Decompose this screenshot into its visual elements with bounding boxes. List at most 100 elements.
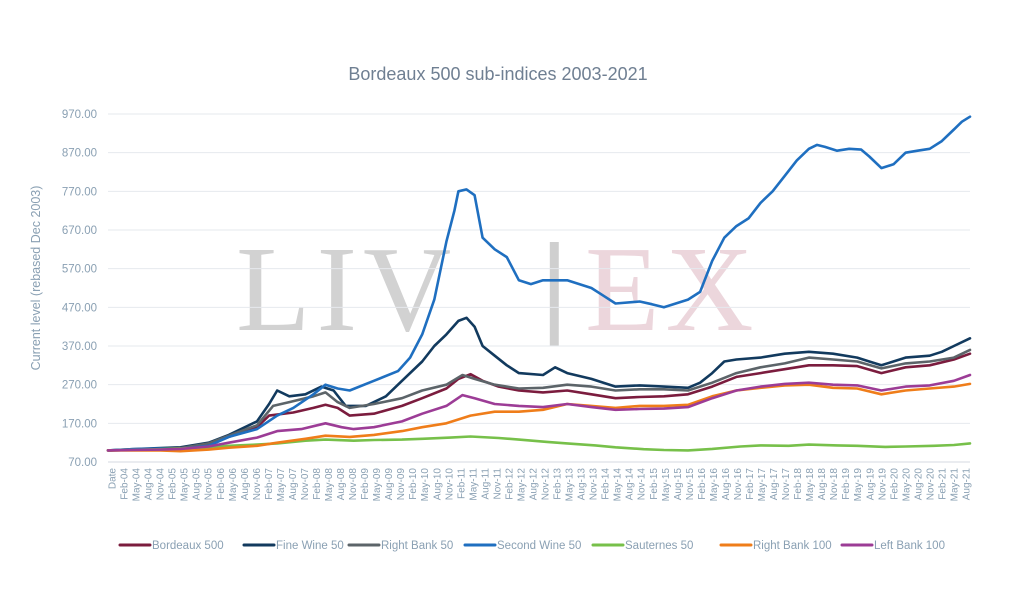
x-tick-label: Nov-10	[444, 468, 455, 501]
x-tick-label: May-08	[324, 468, 335, 502]
x-tick-label: Aug-09	[384, 468, 395, 501]
legend-item: Sauternes 50	[591, 540, 693, 552]
series-line-right-bank-50	[106, 348, 972, 452]
x-tick-label: May-05	[180, 468, 191, 502]
y-tick-label: 970.00	[62, 109, 97, 121]
y-tick-label: 770.00	[62, 186, 97, 198]
x-tick-label: Feb-19	[841, 468, 852, 500]
x-tick-label: Aug-18	[817, 468, 828, 501]
x-tick-label: May-16	[709, 468, 720, 502]
x-tick-label: Aug-17	[769, 468, 780, 501]
legend-item: Bordeaux 500	[118, 540, 224, 552]
x-tick-label: May-10	[420, 468, 431, 502]
x-tick-label: Nov-19	[877, 468, 888, 501]
x-tick-label: May-17	[757, 468, 768, 502]
x-tick-label: Aug-13	[577, 468, 588, 501]
x-tick-label: May-07	[276, 468, 287, 502]
x-tick-label: Nov-18	[829, 468, 840, 501]
y-tick-label: 170.00	[62, 418, 97, 430]
x-tick-label: May-11	[468, 468, 479, 501]
x-tick-label: Aug-05	[192, 468, 203, 501]
x-tick-label: Feb-10	[408, 468, 419, 500]
x-tick-label: Nov-07	[300, 468, 311, 501]
x-tick-label: Feb-04	[120, 468, 131, 500]
series-line-fine-wine-50	[106, 316, 972, 452]
x-tick-label: Feb-21	[937, 468, 948, 500]
chart-title: Bordeaux 500 sub-indices 2003-2021	[348, 64, 647, 84]
x-tick-label: Feb-09	[360, 468, 371, 500]
x-tick-label: Nov-05	[204, 468, 215, 501]
x-tick-label: May-14	[613, 468, 624, 502]
x-tick-label: Feb-13	[553, 468, 564, 500]
x-tick-label: Feb-05	[168, 468, 179, 500]
series-lines	[106, 115, 972, 453]
series-line-left-bank-100	[106, 373, 972, 452]
x-tick-label: Aug-20	[913, 468, 924, 501]
legend-item: Right Bank 100	[719, 540, 832, 552]
y-tick-label: 70.00	[68, 457, 97, 469]
x-tick-label: Aug-08	[336, 468, 347, 501]
x-tick-label: Feb-12	[504, 468, 515, 500]
x-tick-label: Aug-16	[721, 468, 732, 501]
y-tick-label: 870.00	[62, 148, 97, 160]
x-tick-label: Feb-07	[264, 468, 275, 500]
legend-item: Fine Wine 50	[242, 540, 344, 552]
x-tick-label: Nov-04	[156, 468, 167, 501]
x-tick-label: Feb-16	[697, 468, 708, 500]
x-tick-label: Feb-08	[312, 468, 323, 500]
x-tick-label: Nov-11	[492, 468, 503, 500]
x-tick-label: Date	[108, 468, 119, 490]
x-tick-label: May-20	[901, 468, 912, 502]
y-tick-label: 470.00	[62, 302, 97, 314]
y-tick-label: 270.00	[62, 380, 97, 392]
x-tick-label: Feb-15	[649, 468, 660, 500]
x-tick-label: Nov-17	[781, 468, 792, 501]
x-tick-label: Nov-20	[925, 468, 936, 501]
x-tick-label: Aug-10	[432, 468, 443, 501]
x-tick-label: Aug-04	[144, 468, 155, 501]
x-tick-label: Feb-18	[793, 468, 804, 500]
x-tick-label: Feb-17	[745, 468, 756, 500]
x-tick-label: Aug-15	[673, 468, 684, 501]
x-tick-label: Nov-09	[396, 468, 407, 501]
x-tick-label: May-19	[853, 468, 864, 502]
legend-item: Right Bank 50	[347, 540, 453, 552]
x-tick-label: Nov-14	[637, 468, 648, 501]
x-tick-label: Aug-07	[288, 468, 299, 501]
x-tick-label: Feb-11	[456, 468, 467, 499]
x-tick-label: Aug-14	[625, 468, 636, 501]
x-tick-label: May-09	[372, 468, 383, 502]
y-tick-label: 570.00	[62, 264, 97, 276]
watermark-divider: |	[540, 223, 569, 346]
watermark-liv: LIV	[236, 222, 457, 357]
x-tick-label: Aug-06	[240, 468, 251, 501]
x-tick-label: May-18	[805, 468, 816, 502]
x-tick-label: May-13	[565, 468, 576, 502]
y-axis-ticks: 970.00 870.00 770.00 670.00 570.00 470.00 370.…	[62, 109, 97, 469]
x-tick-label: May-12	[516, 468, 527, 502]
x-tick-label: Nov-16	[733, 468, 744, 501]
legend-label: Right Bank 50	[381, 540, 453, 552]
legend-label: Right Bank 100	[753, 540, 832, 552]
legend-label: Bordeaux 500	[152, 540, 224, 552]
y-axis-label: Current level (rebased Dec 2003)	[29, 186, 43, 371]
x-tick-label: Aug-12	[528, 468, 539, 501]
series-line-right-bank-100	[106, 382, 972, 453]
x-tick-label: Aug-21	[962, 468, 973, 501]
series-line-second-wine-50	[106, 115, 972, 452]
legend-label: Sauternes 50	[625, 540, 693, 552]
watermark-ex: EX	[585, 222, 760, 357]
x-tick-label: Aug-11	[480, 468, 491, 500]
x-tick-label: May-06	[228, 468, 239, 502]
x-tick-label: May-04	[132, 468, 143, 502]
x-tick-label: Feb-20	[889, 468, 900, 500]
x-tick-label: Feb-14	[601, 468, 612, 500]
legend-label: Fine Wine 50	[276, 540, 344, 552]
x-tick-label: Nov-13	[589, 468, 600, 501]
gridlines	[108, 113, 970, 463]
x-tick-label: May-15	[661, 468, 672, 502]
legend-item: Second Wine 50	[463, 540, 581, 552]
y-tick-label: 670.00	[62, 225, 97, 237]
x-tick-label: Feb-06	[216, 468, 227, 500]
